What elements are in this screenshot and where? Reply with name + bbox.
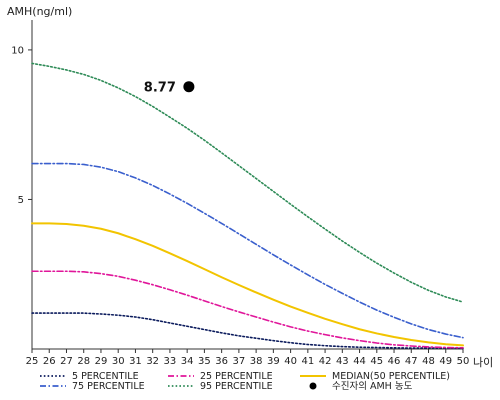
x-tick-label: 37 [233, 356, 246, 367]
x-tick-label: 31 [129, 356, 142, 367]
y-tick-label: 5 [18, 195, 24, 206]
y-axis-label: AMH(ng/ml) [7, 5, 72, 18]
y-tick-label: 10 [11, 45, 24, 56]
x-tick-label: 35 [198, 356, 211, 367]
x-tick-label: 27 [60, 356, 73, 367]
series-group [31, 62, 464, 350]
legend-swatch [309, 382, 317, 390]
x-tick-label: 48 [422, 356, 435, 367]
legend-entry: 5 PERCENTILE [72, 371, 139, 382]
series-line [31, 222, 464, 347]
legend-entry: 25 PERCENTILE [200, 371, 273, 382]
x-tick-label: 40 [284, 356, 297, 367]
x-tick-label: 45 [370, 356, 383, 367]
x-tick-label: 30 [112, 356, 125, 367]
highlight-group: 8.77 [144, 81, 195, 96]
legend: 5 PERCENTILE 25 PERCENTILE MEDIAN(50 PERCE… [40, 371, 450, 392]
x-tick-label: 36 [215, 356, 228, 367]
x-tick-label: 32 [146, 356, 159, 367]
legend-entry: MEDIAN(50 PERCENTILE) [332, 371, 450, 382]
x-tick-label: 33 [164, 356, 177, 367]
x-tick-label: 50 [457, 356, 470, 367]
highlight-point [183, 81, 195, 93]
x-tick-label: 49 [439, 356, 452, 367]
x-axis-label: 나이 [473, 356, 493, 369]
x-tick-label: 41 [301, 356, 314, 367]
x-tick-label: 26 [43, 356, 56, 367]
x-tick-label: 43 [336, 356, 349, 367]
series-line [31, 162, 464, 339]
x-tick-label: 44 [353, 356, 366, 367]
x-tick-label: 38 [250, 356, 263, 367]
x-tick-label: 46 [388, 356, 401, 367]
axes: 5 10 25 26 27 28 29 30 31 32 33 34 35 36 37 38 39 40 41 42 4… [11, 20, 469, 367]
series-line [31, 62, 464, 303]
legend-entry: 수진자의 AMH 농도 [332, 381, 413, 392]
x-tick-label: 42 [319, 356, 332, 367]
x-tick-label: 28 [77, 356, 90, 367]
legend-entry: 95 PERCENTILE [200, 381, 273, 392]
legend-entry: 75 PERCENTILE [72, 381, 145, 392]
x-tick-label: 29 [95, 356, 108, 367]
x-tick-label: 39 [267, 356, 280, 367]
series-line [31, 270, 464, 349]
x-tick-label: 47 [405, 356, 418, 367]
series-line [31, 312, 464, 350]
x-tick-label: 25 [26, 356, 39, 367]
highlight-label: 8.77 [144, 81, 176, 96]
x-tick-label: 34 [181, 356, 194, 367]
